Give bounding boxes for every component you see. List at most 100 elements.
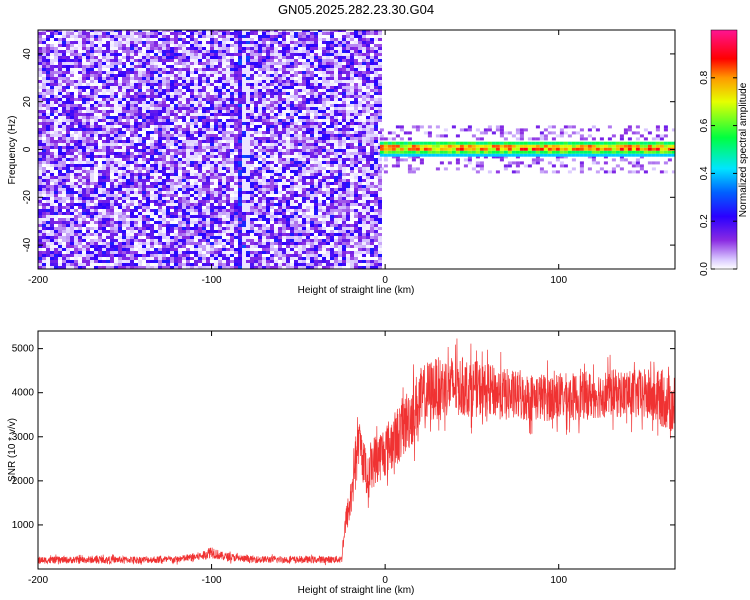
heatmap-cell: [94, 128, 98, 131]
heatmap-cell: [218, 146, 222, 149]
heatmap-cell: [226, 128, 230, 131]
heatmap-cell: [150, 248, 154, 251]
heatmap-cell: [82, 257, 86, 260]
heatmap-cell: [106, 203, 110, 206]
heatmap-cell: [174, 149, 178, 152]
heatmap-cell: [54, 146, 58, 149]
heatmap-cell: [258, 215, 262, 218]
heatmap-cell: [190, 245, 194, 248]
heatmap-cell: [134, 92, 138, 95]
heatmap-cell: [250, 254, 254, 257]
heatmap-cell: [130, 80, 134, 83]
heatmap-cell: [94, 47, 98, 50]
heatmap-cell: [126, 239, 130, 242]
heatmap-cell: [90, 122, 94, 125]
heatmap-cell: [270, 140, 274, 143]
heatmap-cell: [174, 47, 178, 50]
heatmap-cell: [158, 236, 162, 239]
heatmap-cell: [118, 200, 122, 203]
heatmap-cell: [98, 176, 102, 179]
heatmap-cell: [70, 233, 74, 236]
heatmap-cell: [130, 104, 134, 107]
heatmap-cell: [106, 176, 110, 179]
heatmap-cell: [202, 35, 206, 38]
heatmap-cell: [238, 242, 242, 245]
heatmap-cell: [154, 86, 158, 89]
heatmap-cell: [230, 143, 234, 146]
heatmap-cell: [226, 44, 230, 47]
heatmap-cell: [222, 188, 226, 191]
heatmap-cell: [78, 30, 82, 32]
heatmap-cell: [46, 242, 50, 245]
heatmap-cell: [250, 191, 254, 194]
heatmap-cell: [70, 194, 74, 197]
heatmap-cell: [42, 35, 46, 38]
heatmap-cell: [246, 263, 250, 266]
heatmap-cell: [158, 98, 162, 101]
heatmap-cell: [70, 95, 74, 98]
heatmap-cell: [134, 74, 138, 77]
heatmap-cell: [94, 110, 98, 113]
heatmap-cell: [126, 197, 130, 200]
heatmap-cell: [154, 227, 158, 230]
heatmap-cell: [70, 53, 74, 56]
heatmap-cell: [50, 224, 54, 227]
heatmap-cell: [122, 236, 126, 239]
heatmap-cell: [114, 191, 118, 194]
heatmap-cell: [126, 98, 130, 101]
heatmap-cell: [66, 176, 70, 179]
heatmap-cell: [226, 197, 230, 200]
heatmap-cell: [110, 59, 114, 62]
heatmap-cell: [222, 53, 226, 56]
heatmap-cell: [110, 206, 114, 209]
heatmap-cell: [170, 125, 174, 128]
heatmap-cell: [134, 176, 138, 179]
heatmap-cell: [170, 167, 174, 170]
heatmap-cell: [166, 224, 170, 227]
heatmap-cell: [226, 158, 230, 161]
heatmap-cell: [102, 233, 106, 236]
heatmap-cell: [142, 143, 146, 146]
heatmap-cell: [146, 212, 150, 215]
heatmap-cell: [42, 224, 46, 227]
heatmap-cell: [210, 140, 214, 143]
heatmap-cell: [150, 227, 154, 230]
heatmap-cell: [38, 257, 42, 260]
heatmap-cell: [70, 224, 74, 227]
heatmap-cell: [222, 215, 226, 218]
heatmap-cell: [210, 38, 214, 41]
heatmap-cell: [150, 35, 154, 38]
heatmap-cell: [226, 125, 230, 128]
heatmap-cell: [162, 215, 166, 218]
heatmap-cell: [82, 185, 86, 188]
heatmap-cell: [54, 197, 58, 200]
heatmap-cell: [238, 59, 242, 62]
heatmap-cell: [74, 167, 78, 170]
heatmap-cell: [62, 215, 66, 218]
heatmap-cell: [234, 191, 238, 194]
heatmap-cell: [274, 113, 278, 116]
heatmap-cell: [82, 266, 86, 269]
heatmap-cell: [70, 263, 74, 266]
heatmap-cell: [146, 41, 150, 44]
heatmap-cell: [166, 95, 170, 98]
heatmap-cell: [126, 65, 130, 68]
heatmap-cell: [78, 173, 82, 176]
heatmap-cell: [250, 200, 254, 203]
heatmap-cell: [262, 182, 266, 185]
heatmap-cell: [110, 86, 114, 89]
heatmap-cell: [254, 173, 258, 176]
heatmap-cell: [270, 185, 274, 188]
heatmap-cell: [166, 101, 170, 104]
heatmap-cell: [246, 251, 250, 254]
heatmap-cell: [282, 224, 286, 227]
heatmap-cell: [54, 152, 58, 155]
heatmap-cell: [234, 155, 238, 158]
heatmap-cell: [210, 77, 214, 80]
heatmap-cell: [154, 146, 158, 149]
heatmap-cell: [90, 146, 94, 149]
heatmap-cell: [74, 233, 78, 236]
heatmap-cell: [42, 107, 46, 110]
heatmap-cell: [86, 215, 90, 218]
heatmap-cell: [106, 254, 110, 257]
